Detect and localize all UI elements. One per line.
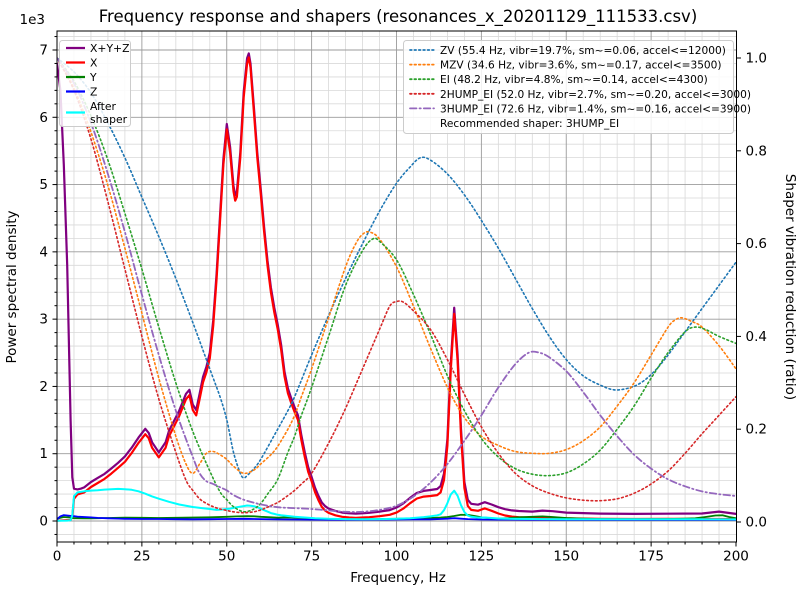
x-tick-label: 0 (53, 549, 62, 565)
axis-ticks (52, 36, 741, 547)
y-right-tick-label: 0.8 (746, 143, 767, 159)
y-left-tick-label: 0 (39, 514, 48, 530)
y-right-tick-label: 0.2 (746, 422, 767, 438)
psd-curve-after-shaper (57, 487, 737, 522)
y-right-tick-label: 0.4 (746, 329, 767, 345)
x-axis-label: Frequency, Hz (350, 570, 446, 586)
legend-shaper-label: 3HUMP_EI (72.6 Hz, vibr=1.4%, sm~=0.16, … (440, 103, 751, 115)
series-layer (57, 52, 737, 522)
shaper-curve-mzv (57, 57, 737, 475)
legend-psd-label: Z (90, 86, 97, 99)
legend-shaper-label: 2HUMP_EI (52.0 Hz, vibr=2.7%, sm~=0.20, … (440, 89, 751, 101)
y-left-tick-label: 3 (39, 312, 48, 328)
x-tick-label: 25 (133, 549, 150, 565)
shaper-curve-zv (57, 57, 737, 479)
y-left-tick-label: 5 (39, 177, 48, 193)
x-tick-label: 200 (723, 549, 749, 565)
y-right-tick-label: 1.0 (746, 51, 767, 67)
y-left-tick-label: 6 (39, 110, 48, 126)
y-right-axis-label: Shaper vibration reduction (ratio) (782, 174, 798, 400)
legend-shapers-frame (403, 40, 734, 134)
legend-shaper-label: EI (48.2 Hz, vibr=4.8%, sm~=0.14, accel<… (440, 74, 708, 86)
legend-shaper-label: MZV (34.6 Hz, vibr=3.6%, sm~=0.17, accel… (440, 60, 722, 72)
x-tick-label: 175 (638, 549, 664, 565)
psd-curve-z (57, 514, 737, 521)
x-tick-label: 75 (303, 549, 320, 565)
legend-psd-label: shaper (90, 113, 128, 126)
y-right-tick-label: 0.0 (746, 515, 767, 531)
legend-shapers: ZV (55.4 Hz, vibr=19.7%, sm~=0.06, accel… (403, 40, 751, 134)
legend-psd-label: Y (89, 71, 97, 84)
y-right-tick-label: 0.6 (746, 236, 767, 252)
y-left-axis-label: Power spectral density (4, 210, 20, 363)
shaper-curve-ei (57, 57, 737, 513)
legend-psd-label: X+Y+Z (90, 42, 129, 55)
y-left-tick-label: 1 (39, 446, 48, 462)
legend-psd-label: After (90, 100, 116, 113)
shaper-curve-3hump_ei (57, 57, 737, 513)
y-left-tick-label: 4 (39, 244, 48, 260)
x-tick-label: 150 (553, 549, 579, 565)
y-left-tick-label: 2 (39, 379, 48, 395)
chart-title: Frequency response and shapers (resonanc… (99, 7, 698, 27)
shaper-curve-2hump_ei (57, 57, 737, 514)
legend-shaper-label: Recommended shaper: 3HUMP_EI (440, 118, 619, 130)
y-left-offset-text: 1e3 (20, 12, 45, 28)
tick-labels: 0 25 50 75 100 125 150 175 200 0 1 2 3 4 5 6 7 0.0 0.2 0.4 0… (39, 43, 767, 565)
y-left-tick-label: 7 (39, 43, 48, 59)
legend-psd-label: X (90, 57, 98, 70)
x-tick-label: 100 (384, 549, 410, 565)
x-tick-label: 50 (218, 549, 235, 565)
x-tick-label: 125 (468, 549, 494, 565)
psd-curve-x (57, 56, 737, 522)
legend-shaper-label: ZV (55.4 Hz, vibr=19.7%, sm~=0.06, accel… (440, 45, 726, 57)
